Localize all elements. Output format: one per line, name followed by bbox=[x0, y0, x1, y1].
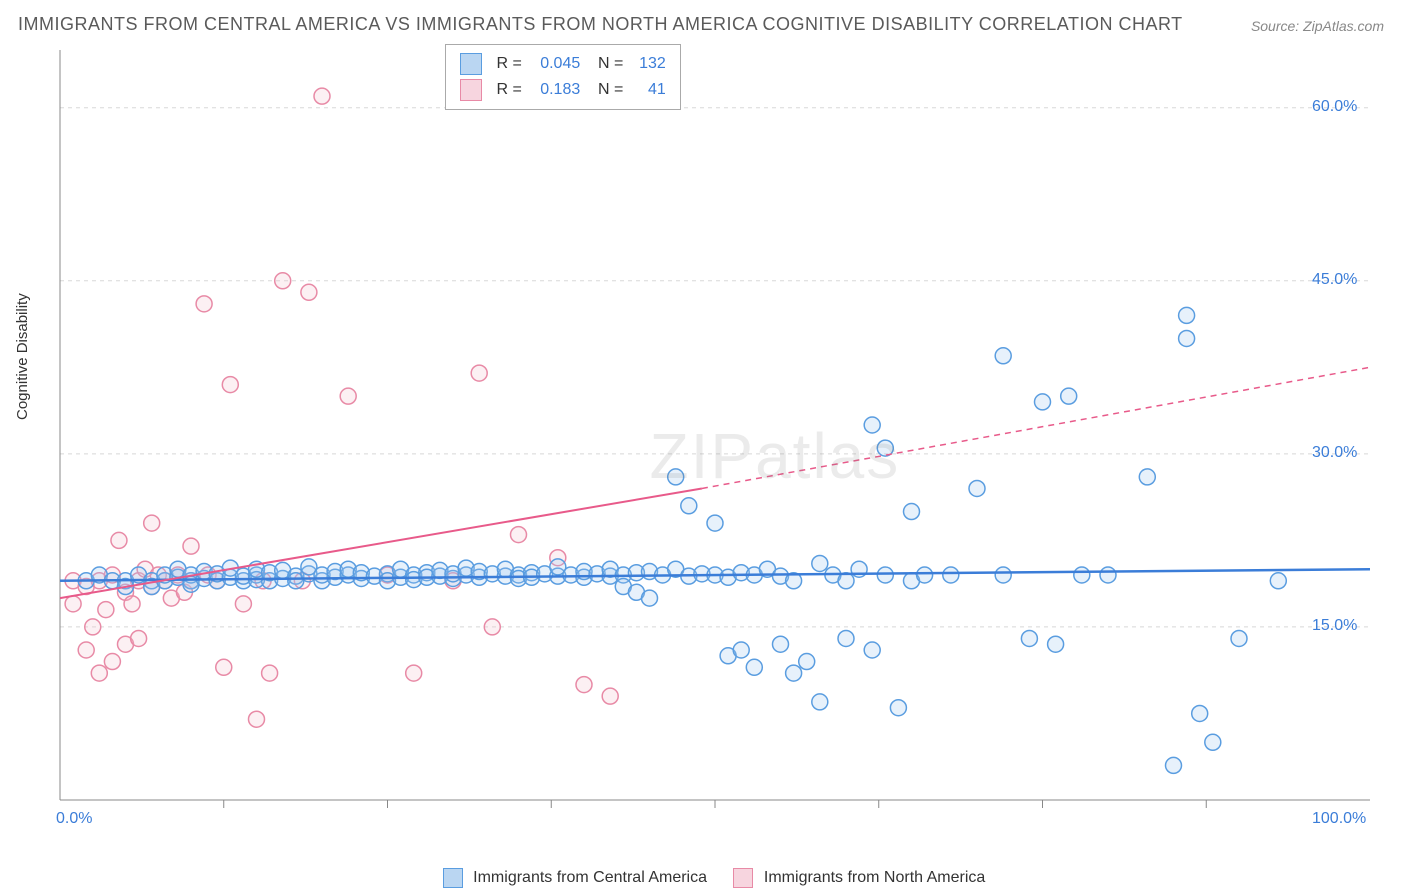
n-label: N = bbox=[598, 55, 623, 72]
stat-legend: R = 0.045 N = 132 R = 0.183 N = 41 bbox=[445, 44, 681, 110]
legend-swatch-icon bbox=[460, 53, 482, 75]
n-value: 132 bbox=[628, 51, 666, 77]
axis-tick-label: 100.0% bbox=[1312, 810, 1366, 828]
axis-tick-label: 15.0% bbox=[1312, 617, 1357, 635]
axis-tick-label: 30.0% bbox=[1312, 444, 1357, 462]
n-label: N = bbox=[598, 81, 623, 98]
source-label: Source: ZipAtlas.com bbox=[1251, 18, 1384, 34]
legend-label: Immigrants from North America bbox=[764, 869, 985, 886]
axis-tick-label: 45.0% bbox=[1312, 271, 1357, 289]
r-value: 0.045 bbox=[526, 51, 580, 77]
stat-legend-row: R = 0.183 N = 41 bbox=[460, 77, 666, 103]
stat-legend-row: R = 0.045 N = 132 bbox=[460, 51, 666, 77]
legend-label: Immigrants from Central America bbox=[473, 869, 707, 886]
legend-swatch-icon bbox=[733, 868, 753, 888]
legend-swatch-icon bbox=[460, 79, 482, 101]
chart-title: IMMIGRANTS FROM CENTRAL AMERICA VS IMMIG… bbox=[18, 14, 1183, 35]
n-value: 41 bbox=[628, 77, 666, 103]
y-axis-label: Cognitive Disability bbox=[14, 293, 31, 420]
r-label: R = bbox=[496, 55, 521, 72]
scatter-plot bbox=[50, 40, 1380, 830]
r-label: R = bbox=[496, 81, 521, 98]
r-value: 0.183 bbox=[526, 77, 580, 103]
bottom-legend: Immigrants from Central America Immigran… bbox=[0, 868, 1406, 888]
axis-tick-label: 0.0% bbox=[56, 810, 92, 828]
axis-tick-label: 60.0% bbox=[1312, 98, 1357, 116]
legend-swatch-icon bbox=[443, 868, 463, 888]
